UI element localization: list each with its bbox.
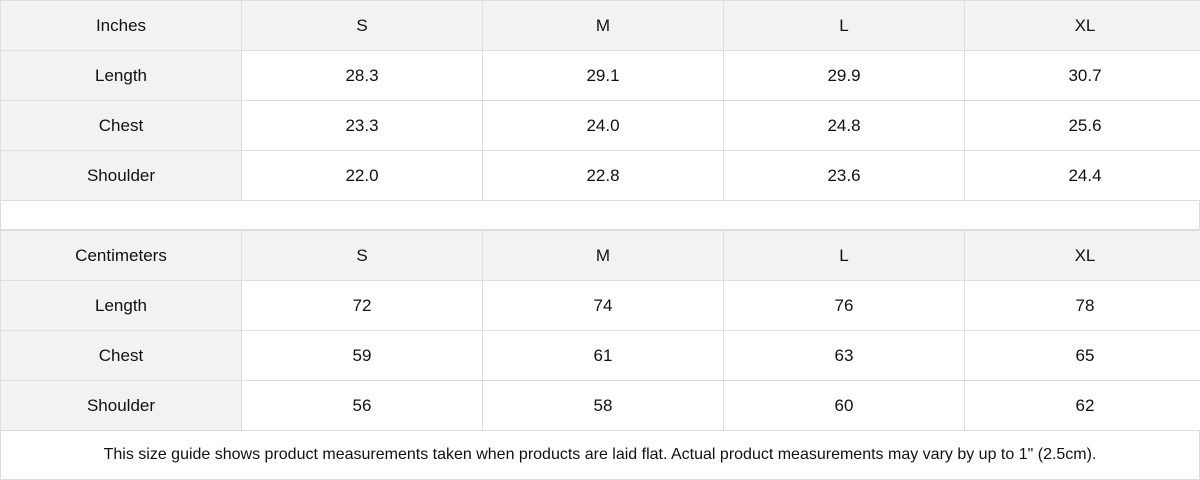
table-cell: 62 (964, 380, 1200, 431)
table-cell: 74 (482, 280, 724, 331)
table-cell: L (723, 230, 965, 281)
row-label: Chest (0, 100, 242, 151)
row-label: Inches (0, 0, 242, 51)
table-cell: 28.3 (241, 50, 483, 101)
table-row: Chest 59 61 63 65 (0, 330, 1200, 381)
row-label: Centimeters (0, 230, 242, 281)
table-cell: 72 (241, 280, 483, 331)
table-cell: 30.7 (964, 50, 1200, 101)
table-cell: M (482, 230, 724, 281)
centimeters-size-table: Centimeters S M L XL Length 72 74 76 78 Chest 59 61 6… (0, 230, 1200, 431)
table-cell: 24.4 (964, 150, 1200, 201)
table-cell: S (241, 0, 483, 51)
table-cell: 78 (964, 280, 1200, 331)
table-cell: 61 (482, 330, 724, 381)
table-cell: L (723, 0, 965, 51)
table-row: Shoulder 22.0 22.8 23.6 24.4 (0, 150, 1200, 201)
table-cell: 29.1 (482, 50, 724, 101)
table-cell: 22.0 (241, 150, 483, 201)
row-label: Shoulder (0, 380, 242, 431)
table-cell: 76 (723, 280, 965, 331)
table-cell: XL (964, 0, 1200, 51)
row-label: Length (0, 50, 242, 101)
table-cell: 60 (723, 380, 965, 431)
row-label: Chest (0, 330, 242, 381)
table-cell: 56 (241, 380, 483, 431)
row-label: Shoulder (0, 150, 242, 201)
table-row: Length 72 74 76 78 (0, 280, 1200, 331)
table-cell: 65 (964, 330, 1200, 381)
table-cell: 63 (723, 330, 965, 381)
table-row: Length 28.3 29.1 29.9 30.7 (0, 50, 1200, 101)
table-cell: 23.6 (723, 150, 965, 201)
table-cell: 23.3 (241, 100, 483, 151)
table-cell: 24.8 (723, 100, 965, 151)
table-cell: XL (964, 230, 1200, 281)
table-row: Chest 23.3 24.0 24.8 25.6 (0, 100, 1200, 151)
table-row: Shoulder 56 58 60 62 (0, 380, 1200, 431)
table-cell: 24.0 (482, 100, 724, 151)
row-label: Length (0, 280, 242, 331)
size-guide-note: This size guide shows product measuremen… (0, 430, 1200, 480)
table-cell: 59 (241, 330, 483, 381)
table-spacer (0, 200, 1200, 230)
table-cell: 25.6 (964, 100, 1200, 151)
table-cell: 22.8 (482, 150, 724, 201)
header-row: Inches S M L XL (0, 0, 1200, 51)
table-cell: M (482, 0, 724, 51)
header-row: Centimeters S M L XL (0, 230, 1200, 281)
table-cell: 29.9 (723, 50, 965, 101)
inches-size-table: Inches S M L XL Length 28.3 29.1 29.9 30.7 Chest 23… (0, 0, 1200, 201)
table-cell: 58 (482, 380, 724, 431)
table-cell: S (241, 230, 483, 281)
